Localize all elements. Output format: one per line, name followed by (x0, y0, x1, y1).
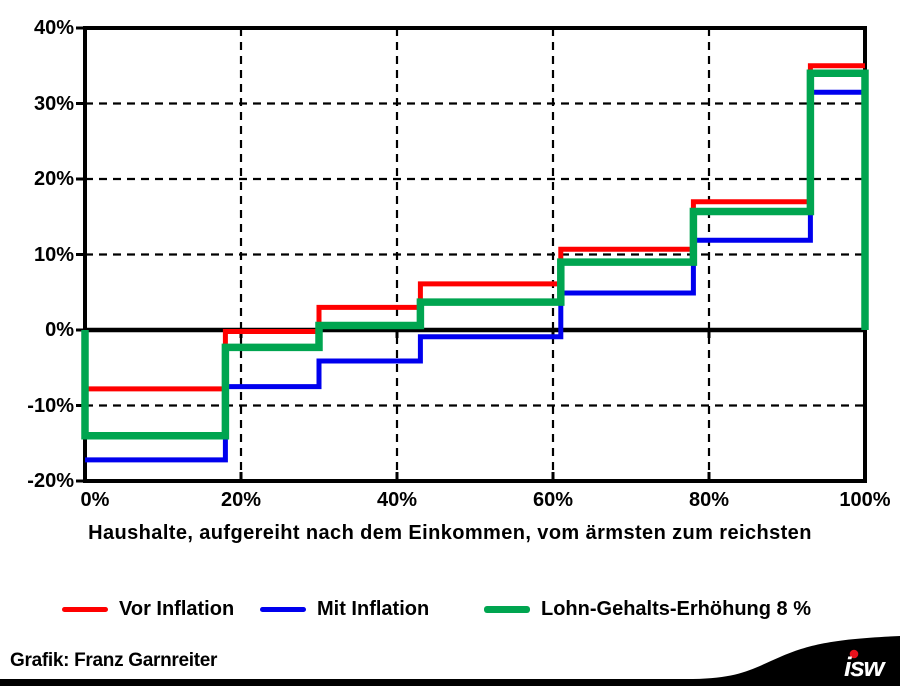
legend-label: Lohn-Gehalts-Erhöhung 8 % (541, 598, 811, 620)
footer-banner: isw (0, 636, 900, 686)
y-axis-label: 20% (33, 168, 74, 190)
legend-item-mit-inflation: Mit Inflation (260, 598, 429, 621)
series-line-2 (81, 69, 869, 440)
legend-line-sample-blue (260, 607, 306, 612)
series-line-1 (85, 89, 865, 463)
x-axis-label: 100% (839, 489, 891, 511)
isw-logo: isw (844, 652, 887, 682)
legend-item-lohn-erhoehung: Lohn-Gehalts-Erhöhung 8 % (484, 598, 811, 621)
x-axis-label: 40% (376, 489, 418, 511)
y-axis-label: 10% (33, 243, 74, 266)
x-axis-label: 0% (80, 489, 110, 511)
series-layer (81, 63, 869, 463)
x-axis-title: Haushalte, aufgereiht nach dem Einkommen… (88, 522, 812, 544)
y-axis-label: 40% (33, 17, 74, 39)
grid-layer (85, 28, 865, 481)
credit-text: Grafik: Franz Garnreiter (10, 650, 218, 671)
isw-logo-dot (849, 649, 859, 659)
y-axis-label: 0% (45, 319, 74, 341)
step-chart-plot (76, 26, 869, 483)
legend-line-sample-green (484, 606, 530, 613)
x-axis-label: 20% (220, 489, 262, 511)
legend-label: Mit Inflation (317, 598, 430, 620)
x-axis-label: 80% (688, 489, 730, 511)
series-line-0 (85, 63, 865, 392)
legend-line-sample-red (62, 607, 108, 612)
y-axis-label: -10% (27, 394, 74, 417)
footer-swoosh-shape (0, 636, 900, 686)
y-axis-label: 30% (33, 92, 74, 115)
x-axis-label: 60% (532, 489, 574, 511)
legend-label: Vor Inflation (119, 598, 235, 620)
y-axis-label: -20% (27, 470, 74, 492)
legend-item-vor-inflation: Vor Inflation (62, 598, 234, 621)
